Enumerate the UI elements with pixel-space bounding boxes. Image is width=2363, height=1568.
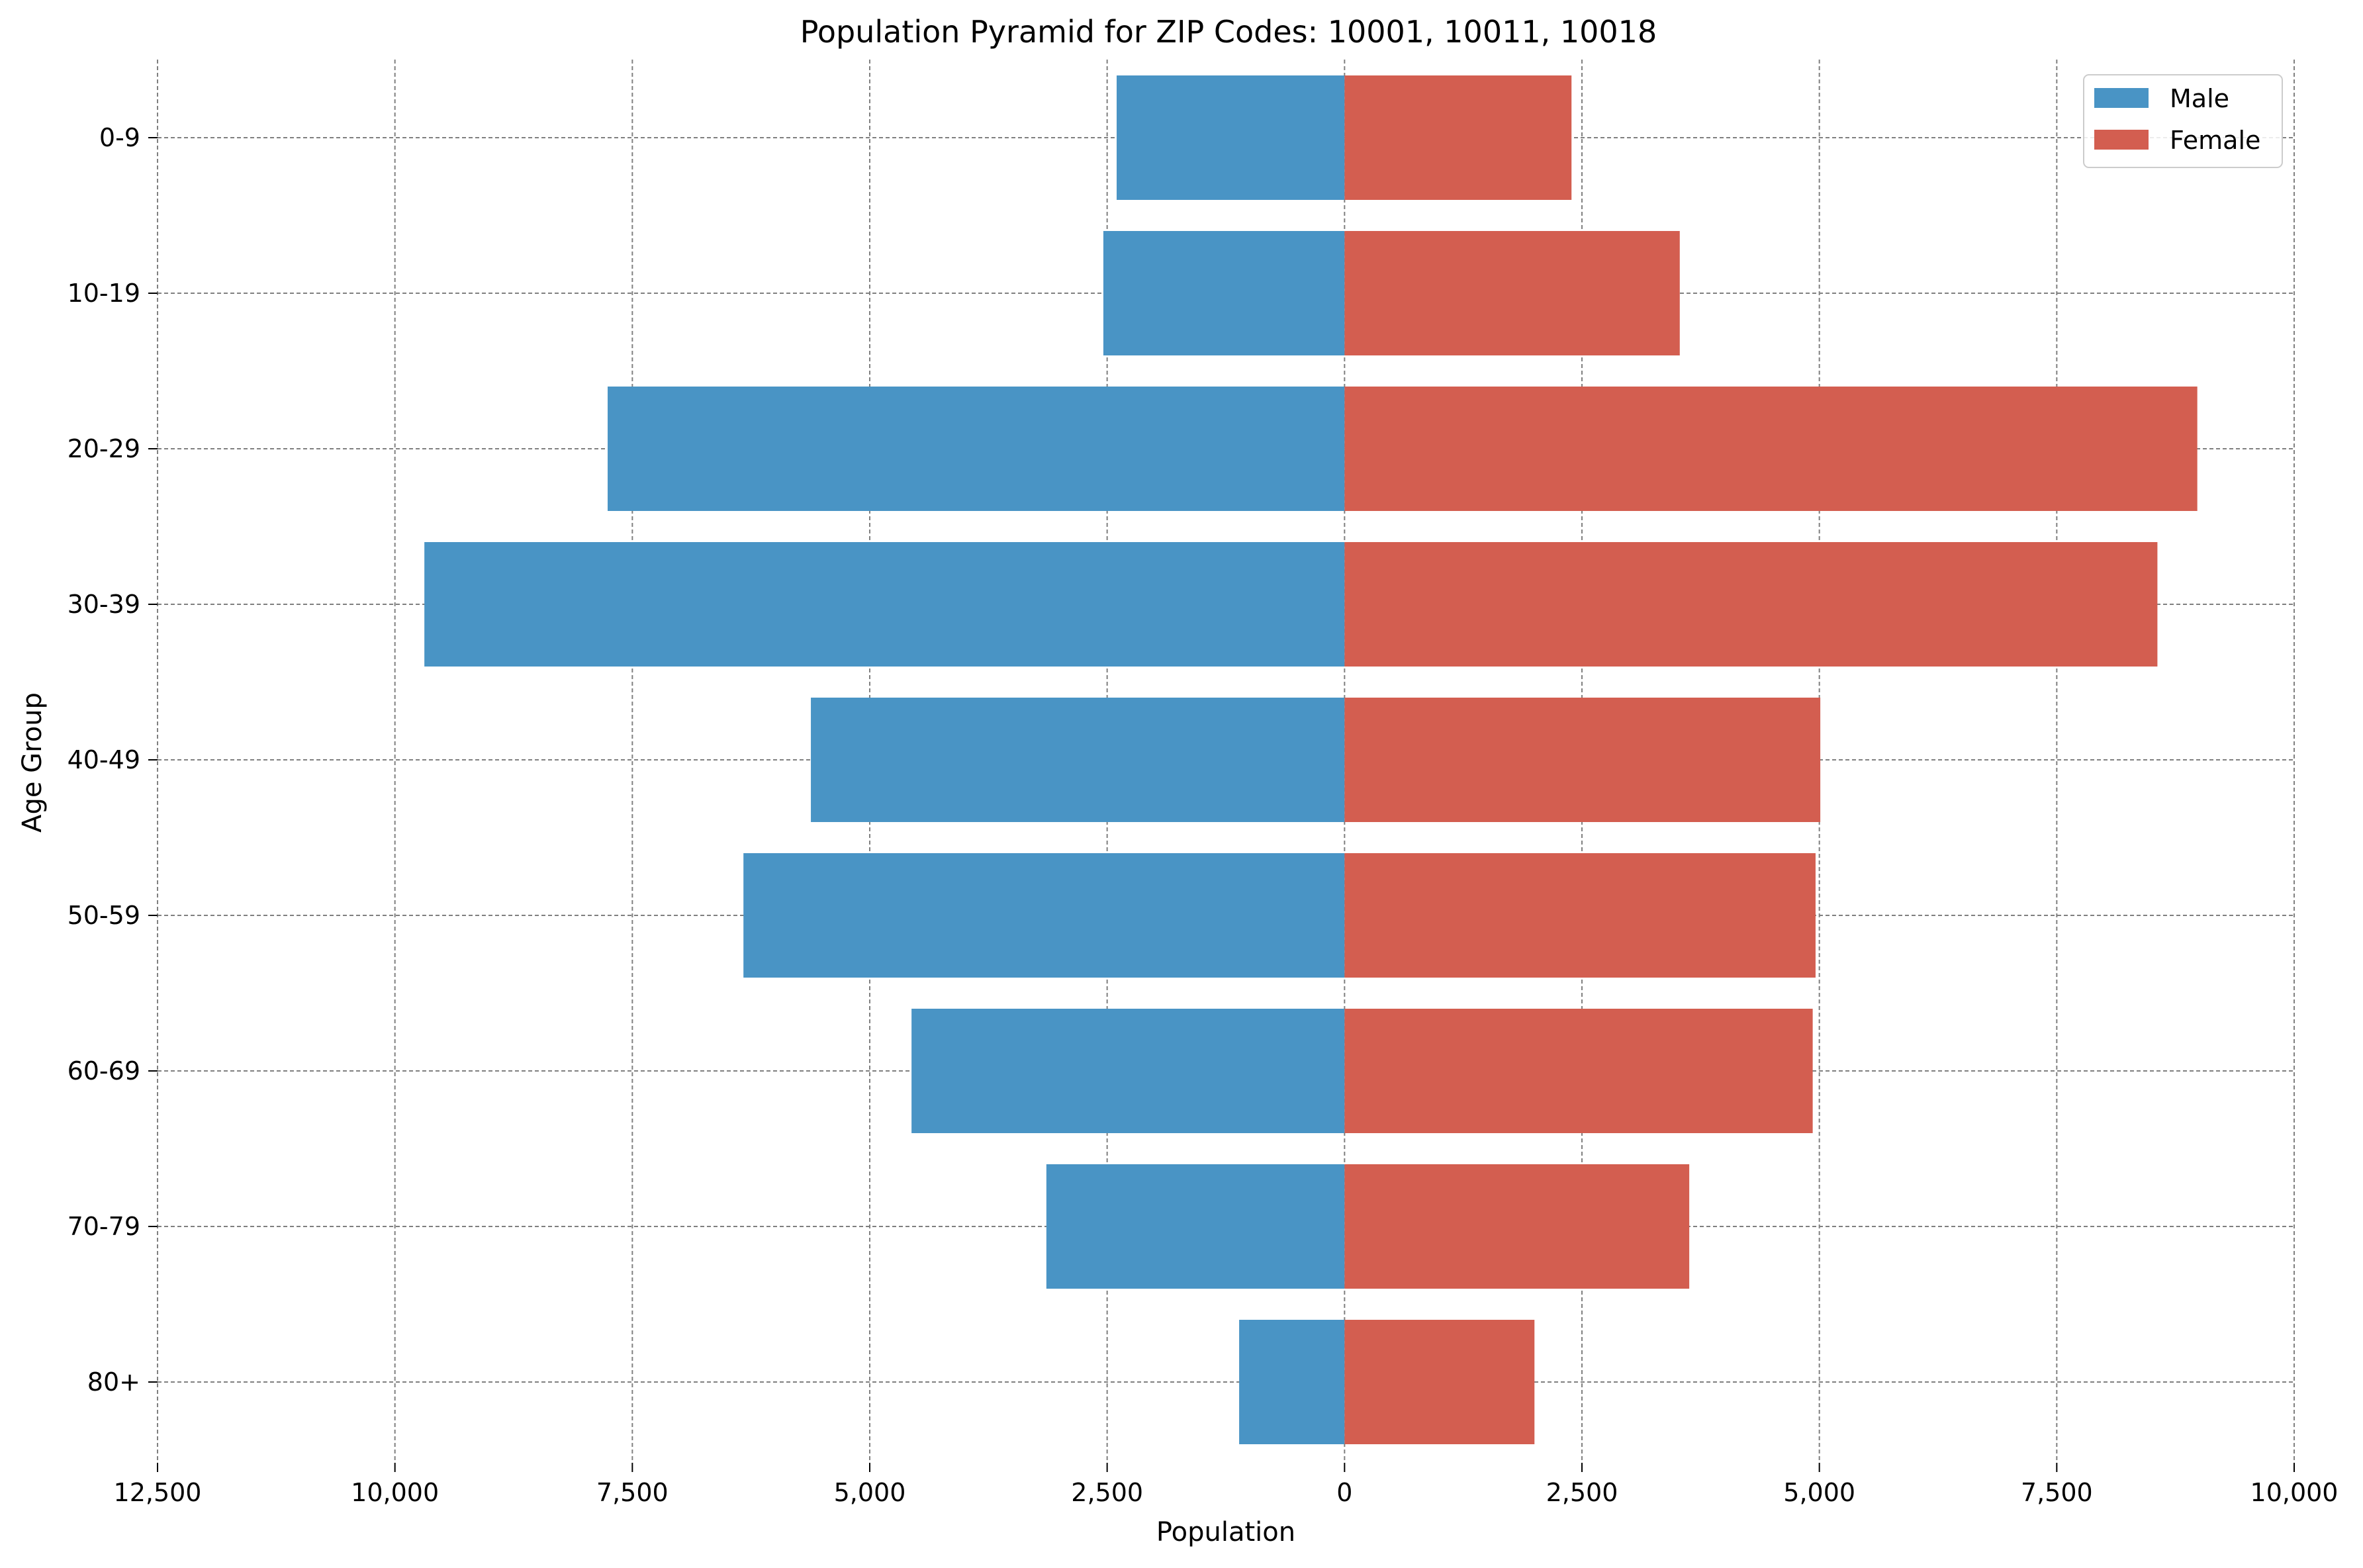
legend-swatch-female <box>2094 130 2149 150</box>
legend-label-male: Male <box>2170 84 2229 113</box>
bar-female-70-79 <box>1344 1164 1690 1289</box>
bar-female-40-49 <box>1344 698 1821 822</box>
bar-female-60-69 <box>1344 1009 1813 1133</box>
y-tick-label: 70-79 <box>68 1212 140 1241</box>
y-tick-label: 60-69 <box>68 1056 140 1085</box>
x-tick-label: 10,000 <box>351 1478 439 1507</box>
x-tick-label: 2,500 <box>1071 1478 1143 1507</box>
x-tick-label: 5,000 <box>834 1478 906 1507</box>
bar-male-20-29 <box>608 387 1345 511</box>
legend-label-female: Female <box>2170 126 2260 155</box>
x-tick-label: 10,000 <box>2250 1478 2339 1507</box>
x-tick-label: 12,500 <box>114 1478 202 1507</box>
y-tick-label: 0-9 <box>99 123 140 152</box>
legend-swatch-male <box>2094 88 2149 108</box>
x-tick-label: 2,500 <box>1546 1478 1618 1507</box>
x-tick-label: 5,000 <box>1783 1478 1855 1507</box>
bar-male-80+ <box>1239 1320 1345 1444</box>
legend: Male Female <box>2083 74 2283 168</box>
bar-female-0-9 <box>1344 75 1572 200</box>
bar-female-50-59 <box>1344 853 1816 978</box>
bar-male-10-19 <box>1103 231 1345 355</box>
y-tick-label: 10-19 <box>68 279 140 308</box>
bar-male-60-69 <box>911 1009 1345 1133</box>
bar-male-40-49 <box>811 698 1345 822</box>
bar-female-20-29 <box>1344 387 2198 511</box>
y-tick-label: 20-29 <box>68 434 140 463</box>
y-axis-title: Age Group <box>17 692 48 833</box>
bar-male-30-39 <box>424 542 1345 667</box>
y-tick-label: 80+ <box>87 1367 140 1397</box>
bar-female-80+ <box>1344 1320 1535 1444</box>
bar-female-10-19 <box>1344 231 1680 355</box>
bar-male-0-9 <box>1117 75 1345 200</box>
y-tick-label: 30-39 <box>68 590 140 619</box>
bar-male-50-59 <box>743 853 1345 978</box>
x-tick-label: 7,500 <box>596 1478 669 1507</box>
ticks-layer: 12,500 10,000 7,500 5,000 2,500 0 2,500 5,000 7,… <box>68 123 2339 1507</box>
x-tick-label: 0 <box>1336 1478 1352 1507</box>
y-tick-label: 50-59 <box>68 901 140 930</box>
x-axis-title: Population <box>1156 1517 1295 1547</box>
y-tick-label: 40-49 <box>68 745 140 774</box>
bars-layer <box>424 75 2198 1444</box>
bar-female-30-39 <box>1344 542 2158 667</box>
x-tick-label: 7,500 <box>2021 1478 2093 1507</box>
bar-male-70-79 <box>1046 1164 1345 1289</box>
chart-title: Population Pyramid for ZIP Codes: 10001,… <box>800 14 1657 50</box>
